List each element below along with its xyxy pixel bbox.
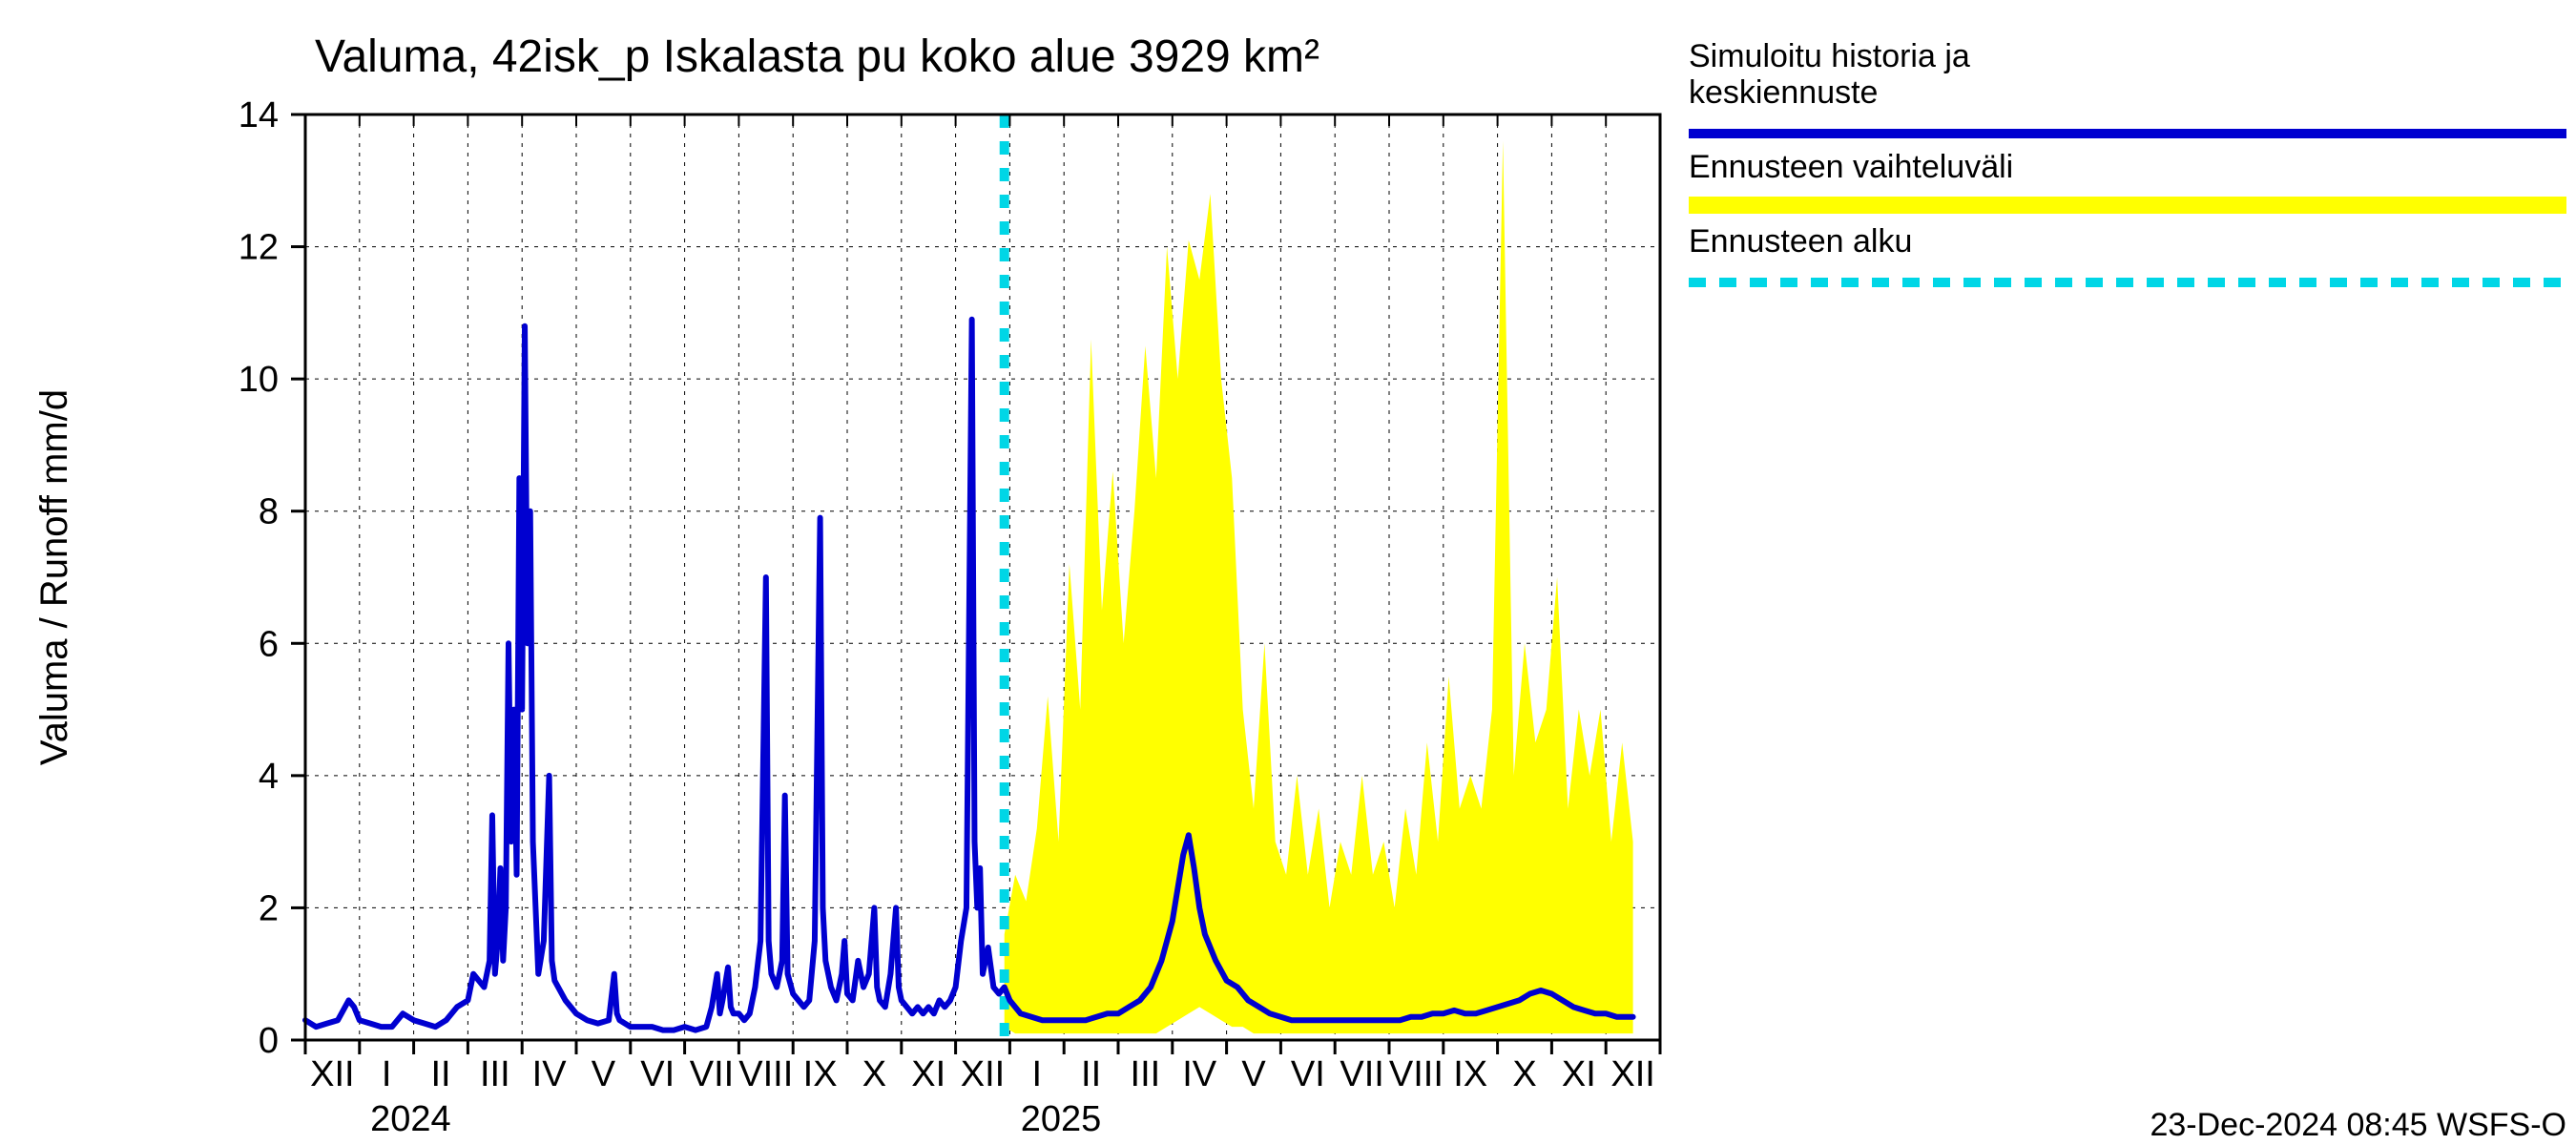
forecast-range-fill — [1005, 141, 1633, 1033]
year-label: 2024 — [370, 1099, 451, 1139]
x-tick-label: III — [480, 1054, 510, 1094]
x-tick-label: V — [1241, 1054, 1266, 1094]
x-tick-label: V — [592, 1054, 616, 1094]
x-tick-label: IX — [1453, 1054, 1487, 1094]
footer-stamp-svg: 23-Dec-2024 08:45 WSFS-O — [2150, 1107, 2566, 1143]
x-tick-label: XII — [1610, 1054, 1654, 1094]
x-tick-label: VI — [640, 1054, 675, 1094]
runoff-chart: 02468101214XIIIIIIIIIVVVIVIIVIIIIXXXIXII… — [0, 0, 2576, 1145]
x-tick-label: VII — [690, 1054, 734, 1094]
y-tick-label: 2 — [259, 888, 279, 928]
x-tick-label: XI — [1562, 1054, 1596, 1094]
x-tick-label: I — [382, 1054, 392, 1094]
x-tick-label: XII — [961, 1054, 1005, 1094]
y-tick-label: 14 — [239, 95, 279, 135]
y-tick-label: 12 — [239, 228, 279, 268]
legend-swatch — [1689, 197, 2566, 214]
x-tick-label: II — [1081, 1054, 1101, 1094]
y-tick-label: 6 — [259, 624, 279, 664]
x-tick-label: I — [1032, 1054, 1043, 1094]
x-tick-label: X — [862, 1054, 886, 1094]
y-tick-label: 0 — [259, 1021, 279, 1061]
y-axis-label-svg: Valuma / Runoff mm/d — [33, 389, 75, 765]
legend-label: Simuloitu historia ja — [1689, 38, 1970, 74]
legend-label: Ennusteen vaihteluväli — [1689, 149, 2013, 185]
x-tick-label: XI — [911, 1054, 945, 1094]
x-tick-label: IX — [803, 1054, 838, 1094]
year-label: 2025 — [1021, 1099, 1102, 1139]
x-tick-label: VII — [1340, 1054, 1383, 1094]
x-tick-label: III — [1131, 1054, 1161, 1094]
legend-label: Ennusteen alku — [1689, 223, 1912, 260]
x-tick-label: XII — [310, 1054, 354, 1094]
y-tick-label: 8 — [259, 492, 279, 532]
x-tick-label: X — [1512, 1054, 1536, 1094]
y-tick-label: 10 — [239, 360, 279, 400]
x-tick-label: II — [430, 1054, 450, 1094]
x-tick-label: VIII — [1389, 1054, 1444, 1094]
x-tick-label: IV — [1182, 1054, 1217, 1094]
x-tick-label: IV — [532, 1054, 568, 1094]
y-tick-label: 4 — [259, 757, 279, 797]
chart-title-svg: Valuma, 42isk_p Iskalasta pu koko alue 3… — [315, 31, 1319, 82]
x-tick-label: VIII — [738, 1054, 793, 1094]
legend-label: keskiennuste — [1689, 74, 1878, 111]
x-tick-label: VI — [1291, 1054, 1325, 1094]
